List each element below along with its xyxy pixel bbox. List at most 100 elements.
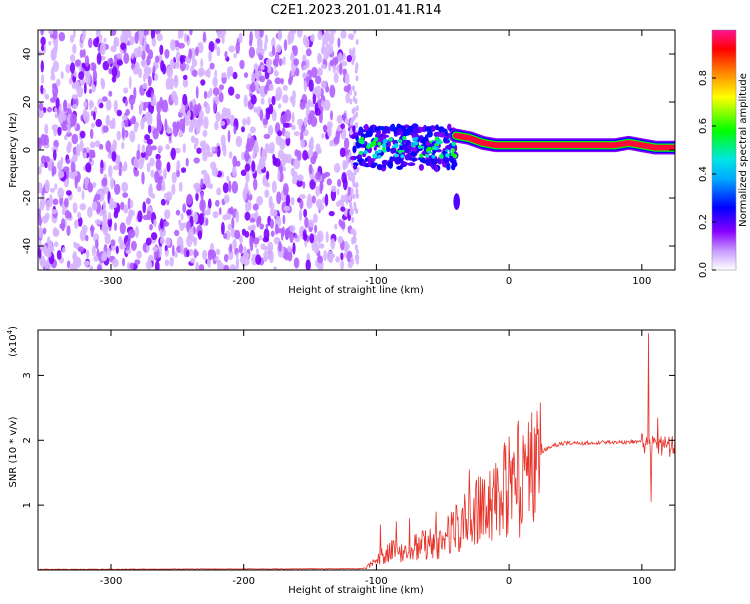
- noise-speck: [90, 224, 94, 238]
- band-speck: [388, 161, 393, 169]
- noise-speck: [79, 139, 84, 152]
- x-tick-label: 0: [506, 576, 512, 587]
- noise-speck: [249, 83, 256, 93]
- noise-speck: [192, 211, 199, 224]
- noise-speck: [337, 236, 344, 244]
- noise-speck: [243, 246, 247, 257]
- noise-speck: [251, 72, 256, 85]
- noise-speck: [105, 99, 112, 111]
- noise-speck: [38, 102, 44, 111]
- noise-speck: [290, 167, 296, 177]
- noise-speck: [87, 206, 93, 218]
- noise-speck: [121, 166, 127, 172]
- noise-speck: [285, 136, 291, 147]
- band-speck: [352, 125, 356, 133]
- noise-speck: [68, 212, 72, 219]
- noise-speck: [166, 65, 174, 79]
- noise-speck: [57, 126, 62, 136]
- noise-speck: [337, 37, 341, 48]
- noise-speck: [252, 237, 260, 245]
- noise-speck: [322, 32, 329, 46]
- noise-speck: [55, 97, 60, 109]
- noise-speck: [102, 60, 110, 71]
- noise-speck: [182, 74, 188, 81]
- band-core: [451, 148, 455, 153]
- noise-speck: [319, 181, 324, 191]
- noise-speck: [216, 145, 221, 158]
- band-speck: [363, 123, 369, 131]
- noise-speck: [53, 241, 59, 248]
- noise-speck: [289, 230, 294, 243]
- noise-speck: [140, 60, 145, 67]
- noise-speck: [46, 251, 52, 258]
- noise-speck: [282, 84, 288, 91]
- noise-speck: [332, 64, 336, 74]
- noise-speck: [154, 260, 160, 270]
- noise-speck: [353, 169, 357, 176]
- noise-speck: [239, 255, 246, 264]
- noise-speck: [111, 151, 117, 162]
- noise-speck: [235, 41, 240, 55]
- noise-speck: [121, 120, 125, 130]
- noise-speck: [72, 43, 77, 55]
- noise-speck: [200, 79, 206, 86]
- noise-speck: [290, 68, 295, 77]
- noise-speck: [125, 216, 132, 226]
- band-speck: [445, 145, 452, 150]
- noise-speck: [196, 147, 202, 154]
- noise-speck: [241, 228, 246, 236]
- noise-speck: [271, 45, 276, 57]
- noise-speck: [214, 121, 219, 131]
- noise-speck: [143, 30, 149, 36]
- noise-speck: [54, 113, 58, 119]
- noise-speck: [298, 209, 303, 221]
- noise-speck: [208, 249, 214, 256]
- noise-speck: [206, 152, 214, 158]
- noise-speck: [290, 30, 297, 35]
- noise-speck: [229, 243, 233, 253]
- noise-speck: [182, 78, 189, 88]
- noise-speck: [156, 182, 162, 191]
- band-core: [425, 154, 430, 158]
- noise-speck: [137, 143, 141, 152]
- noise-speck: [162, 63, 167, 75]
- noise-speck: [355, 122, 359, 129]
- noise-speck: [134, 259, 141, 265]
- noise-speck: [110, 45, 117, 53]
- noise-speck: [165, 191, 173, 201]
- noise-speck: [170, 147, 176, 160]
- noise-speck: [302, 181, 306, 189]
- noise-speck: [333, 136, 340, 145]
- noise-speck: [257, 215, 262, 225]
- noise-speck: [81, 35, 85, 42]
- noise-speck: [244, 211, 251, 221]
- noise-speck: [146, 162, 151, 173]
- noise-speck: [268, 83, 274, 91]
- noise-speck: [145, 260, 153, 270]
- band-core: [374, 150, 379, 155]
- noise-speck: [48, 40, 52, 46]
- noise-speck: [347, 186, 351, 195]
- noise-speck: [83, 260, 91, 266]
- x-tick-label: 0: [506, 276, 512, 287]
- noise-speck: [279, 138, 286, 150]
- noise-speck: [106, 247, 112, 258]
- noise-speck: [73, 70, 77, 78]
- noise-speck: [95, 118, 102, 128]
- noise-speck: [83, 82, 87, 95]
- noise-speck: [203, 90, 208, 100]
- noise-speck: [184, 32, 187, 43]
- band-core: [430, 151, 433, 154]
- noise-speck: [116, 130, 121, 141]
- noise-speck: [202, 140, 207, 152]
- noise-speck: [139, 107, 143, 114]
- noise-speck: [350, 257, 354, 263]
- noise-speck: [136, 50, 143, 57]
- noise-speck: [92, 69, 98, 82]
- band-speck: [370, 158, 376, 162]
- noise-speck: [149, 157, 155, 167]
- noise-speck: [333, 72, 339, 84]
- noise-speck: [108, 90, 113, 97]
- noise-speck: [253, 178, 258, 191]
- noise-speck: [130, 240, 137, 251]
